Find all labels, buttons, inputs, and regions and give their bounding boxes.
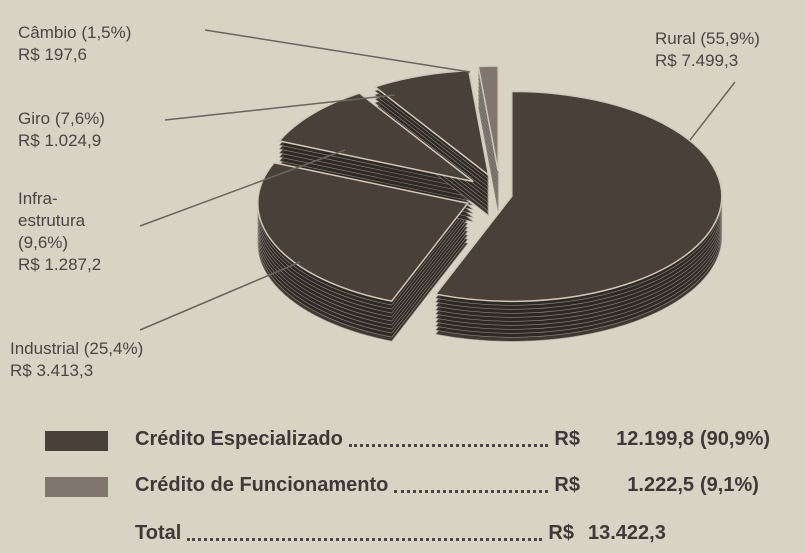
amount-label: R$ 197,6 <box>18 45 87 64</box>
leader-line <box>164 94 396 121</box>
legend-swatch <box>45 477 108 497</box>
slice-label: Infra-estrutura (9,6%) R$ 1.287,2 <box>18 188 113 276</box>
total-row: Total R$ 13.422,3 <box>135 522 795 545</box>
legend-currency: R$ <box>554 428 580 450</box>
percent-label: (9,6%) <box>18 233 69 252</box>
total-amount: 13.422,3 <box>588 522 666 544</box>
legend-amount: 12.199,8 <box>616 428 694 450</box>
slice <box>257 161 470 302</box>
total-currency: R$ <box>548 522 574 544</box>
amount-label: R$ 1.024,9 <box>18 131 102 150</box>
category-name: Infra-estrutura <box>18 189 86 230</box>
slice <box>477 65 499 172</box>
legend-percent: (90,9%) <box>700 428 771 450</box>
leader-dots <box>348 444 549 447</box>
legend-row: Crédito Especializado R$ 12.199,8 (90,9%) <box>135 428 795 451</box>
legend-currency: R$ <box>554 474 580 496</box>
leader-dots <box>187 538 543 541</box>
category-name: Industrial <box>10 339 79 358</box>
leader-line <box>689 81 736 141</box>
slice-label-head: Giro (7,6%) <box>18 108 218 130</box>
percent-label: (1,5%) <box>81 23 132 42</box>
slice-label: Rural (55,9%) R$ 7.499,3 <box>655 28 805 72</box>
amount-label: R$ 7.499,3 <box>655 51 739 70</box>
slice-label-head: Rural (55,9%) <box>655 28 805 50</box>
percent-label: (25,4%) <box>83 339 144 358</box>
leader-dots <box>394 490 549 493</box>
legend-percent: (9,1%) <box>700 474 759 496</box>
legend-name: Crédito de Funcionamento <box>135 474 389 496</box>
legend-amount: 1.222,5 <box>627 474 694 496</box>
slice <box>373 69 490 177</box>
amount-label: R$ 1.287,2 <box>18 255 102 274</box>
percent-label: (7,6%) <box>54 109 105 128</box>
slice-label-head: Infra-estrutura (9,6%) <box>18 188 113 254</box>
category-name: Câmbio <box>18 23 77 42</box>
slice-label: Industrial (25,4%) R$ 3.413,3 <box>10 338 230 382</box>
leader-line <box>204 29 471 73</box>
slice <box>434 90 723 303</box>
leader-line <box>139 261 301 331</box>
slice-label: Câmbio (1,5%) R$ 197,6 <box>18 22 218 66</box>
category-name: Rural <box>655 29 696 48</box>
leader-line <box>139 149 346 227</box>
slice <box>278 92 474 183</box>
legend-row: Crédito de Funcionamento R$ 1.222,5 (9,1%) <box>135 474 795 497</box>
category-name: Giro <box>18 109 51 128</box>
slice-label-head: Industrial (25,4%) <box>10 338 230 360</box>
total-name: Total <box>135 522 182 544</box>
legend-swatch <box>45 431 108 451</box>
legend-name: Crédito Especializado <box>135 428 343 450</box>
percent-label: (55,9%) <box>700 29 760 48</box>
slice-label: Giro (7,6%) R$ 1.024,9 <box>18 108 218 152</box>
slice-label-head: Câmbio (1,5%) <box>18 22 218 44</box>
amount-label: R$ 3.413,3 <box>10 361 94 380</box>
